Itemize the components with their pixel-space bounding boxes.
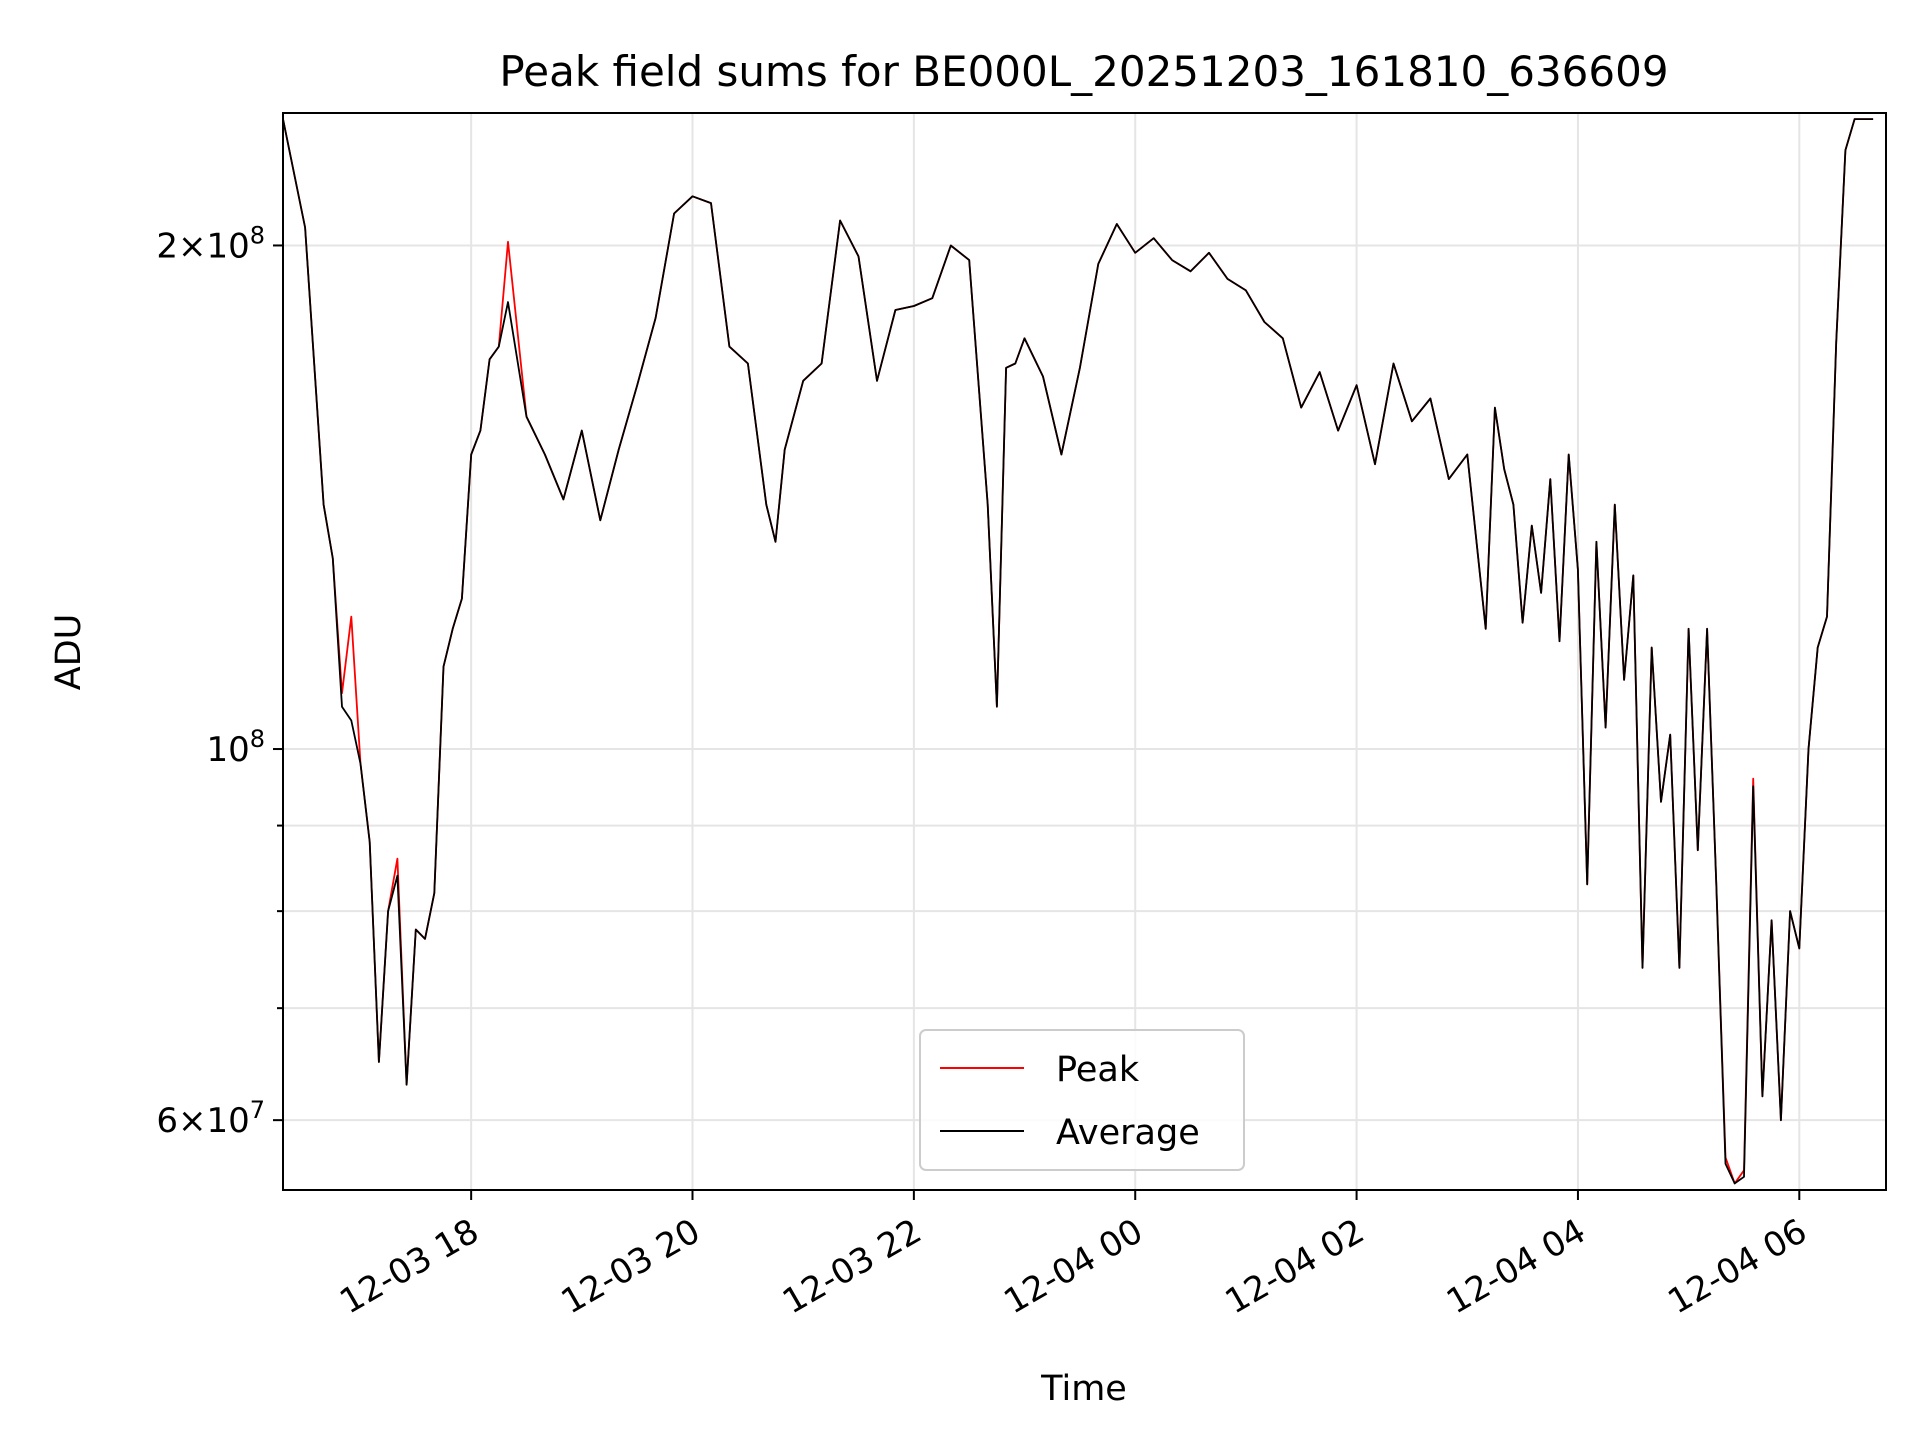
y-axis: 6×107 108 2×108 [156,221,283,1141]
grid [283,113,1886,1190]
legend-box [919,1029,1245,1171]
x-axis-label: Time [1040,1369,1127,1409]
series-line-average [282,118,1874,1185]
y-tick-label: 108 [206,725,265,770]
y-axis-label: ADU [49,614,89,691]
plot-frame [282,112,1887,1191]
legend: Peak Average [919,1029,1245,1171]
y-tick-label: 2×108 [156,221,265,266]
y-tick-label: 6×107 [156,1096,265,1141]
chart-title: Peak field sums for BE000L_20251203_1618… [499,47,1668,96]
legend-label-average: Average [1056,1113,1200,1153]
series-layer [282,118,1874,1185]
legend-label-peak: Peak [1056,1050,1140,1090]
